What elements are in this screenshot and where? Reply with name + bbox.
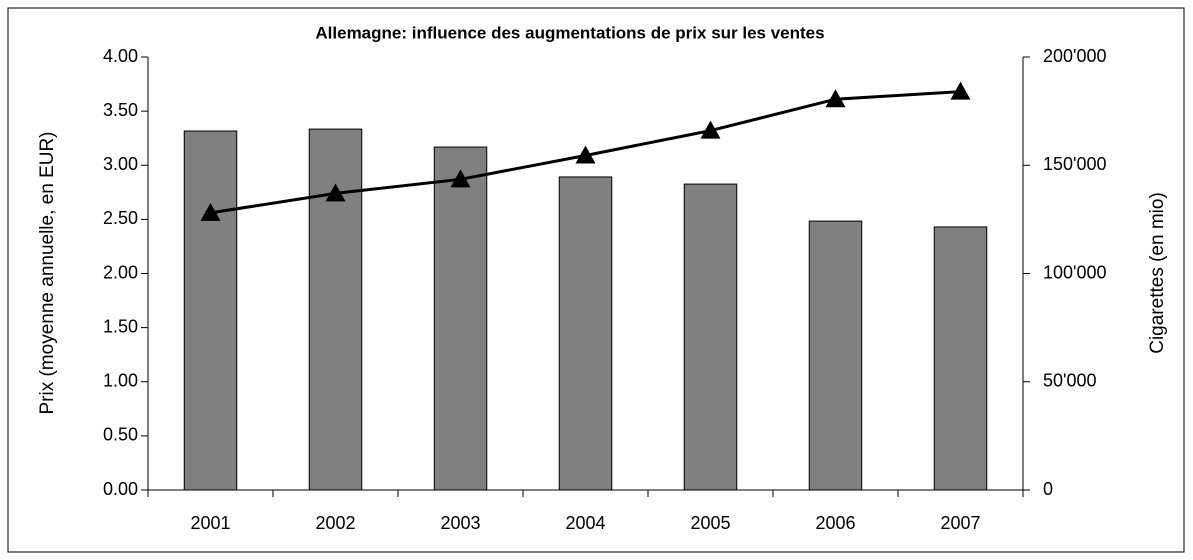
- y-tick-label: 4.00: [103, 46, 138, 66]
- line-marker: [325, 183, 346, 202]
- y-tick-label: 2.50: [103, 208, 138, 228]
- chart-title: Allemagne: influence des augmentations d…: [315, 23, 824, 42]
- bar: [308, 128, 363, 491]
- bar: [933, 226, 988, 491]
- bar: [683, 183, 738, 491]
- x-tick-label: 2001: [190, 513, 230, 533]
- bar: [433, 146, 488, 491]
- line-marker: [950, 81, 971, 100]
- y-tick-label: 1.50: [103, 316, 138, 336]
- line-marker: [700, 120, 721, 139]
- line-marker: [200, 202, 221, 221]
- x-tick-label: 2003: [440, 513, 480, 533]
- y-tick-label: 3.50: [103, 100, 138, 120]
- line-marker: [450, 169, 471, 188]
- line-marker: [825, 89, 846, 108]
- x-tick-label: 2002: [315, 513, 355, 533]
- y-tick-label: 3.00: [103, 154, 138, 174]
- bar: [558, 176, 613, 491]
- bar: [808, 220, 863, 491]
- x-tick-label: 2006: [815, 513, 855, 533]
- y-tick-label: 1.00: [103, 371, 138, 391]
- bar: [183, 130, 238, 491]
- y2-tick-label: 100'000: [1043, 262, 1107, 282]
- y-tick-label: 0.00: [103, 479, 138, 499]
- y2-tick-label: 150'000: [1043, 154, 1107, 174]
- y-axis-label: Prix (moyenne annuelle, en EUR): [37, 131, 58, 414]
- line-marker: [575, 145, 596, 164]
- x-tick-label: 2005: [690, 513, 730, 533]
- y2-tick-label: 50'000: [1043, 371, 1097, 391]
- y-tick-label: 2.00: [103, 262, 138, 282]
- y2-axis-label: Cigarettes (en mio): [1147, 192, 1168, 354]
- y2-tick-label: 200'000: [1043, 46, 1107, 66]
- y2-tick-label: 0: [1043, 479, 1053, 499]
- x-tick-label: 2004: [565, 513, 605, 533]
- y-tick-label: 0.50: [103, 425, 138, 445]
- x-tick-label: 2007: [940, 513, 980, 533]
